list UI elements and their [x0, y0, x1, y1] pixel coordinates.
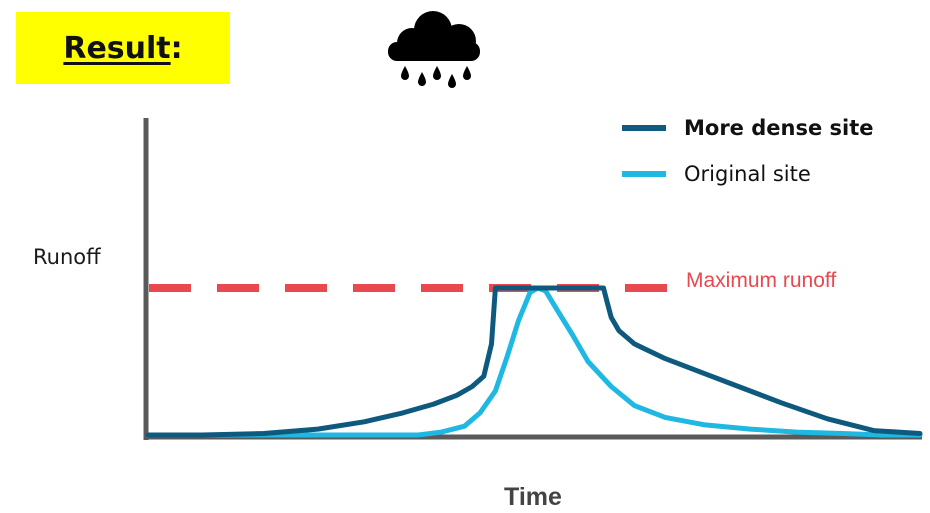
- result-heading-box: Result:: [16, 12, 230, 84]
- legend: More dense site Original site: [622, 116, 874, 186]
- result-heading: Result: [63, 30, 171, 66]
- result-heading-colon: :: [170, 30, 183, 66]
- legend-label-original-site: Original site: [684, 162, 811, 186]
- rain-cloud-icon: [388, 11, 480, 88]
- legend-label-more-dense-site: More dense site: [684, 116, 874, 140]
- x-axis-label: Time: [504, 483, 562, 511]
- y-axis-label: Runoff: [33, 245, 101, 269]
- series-line-more-dense-site: [145, 285, 923, 438]
- maximum-runoff-label: Maximum runoff: [686, 269, 836, 292]
